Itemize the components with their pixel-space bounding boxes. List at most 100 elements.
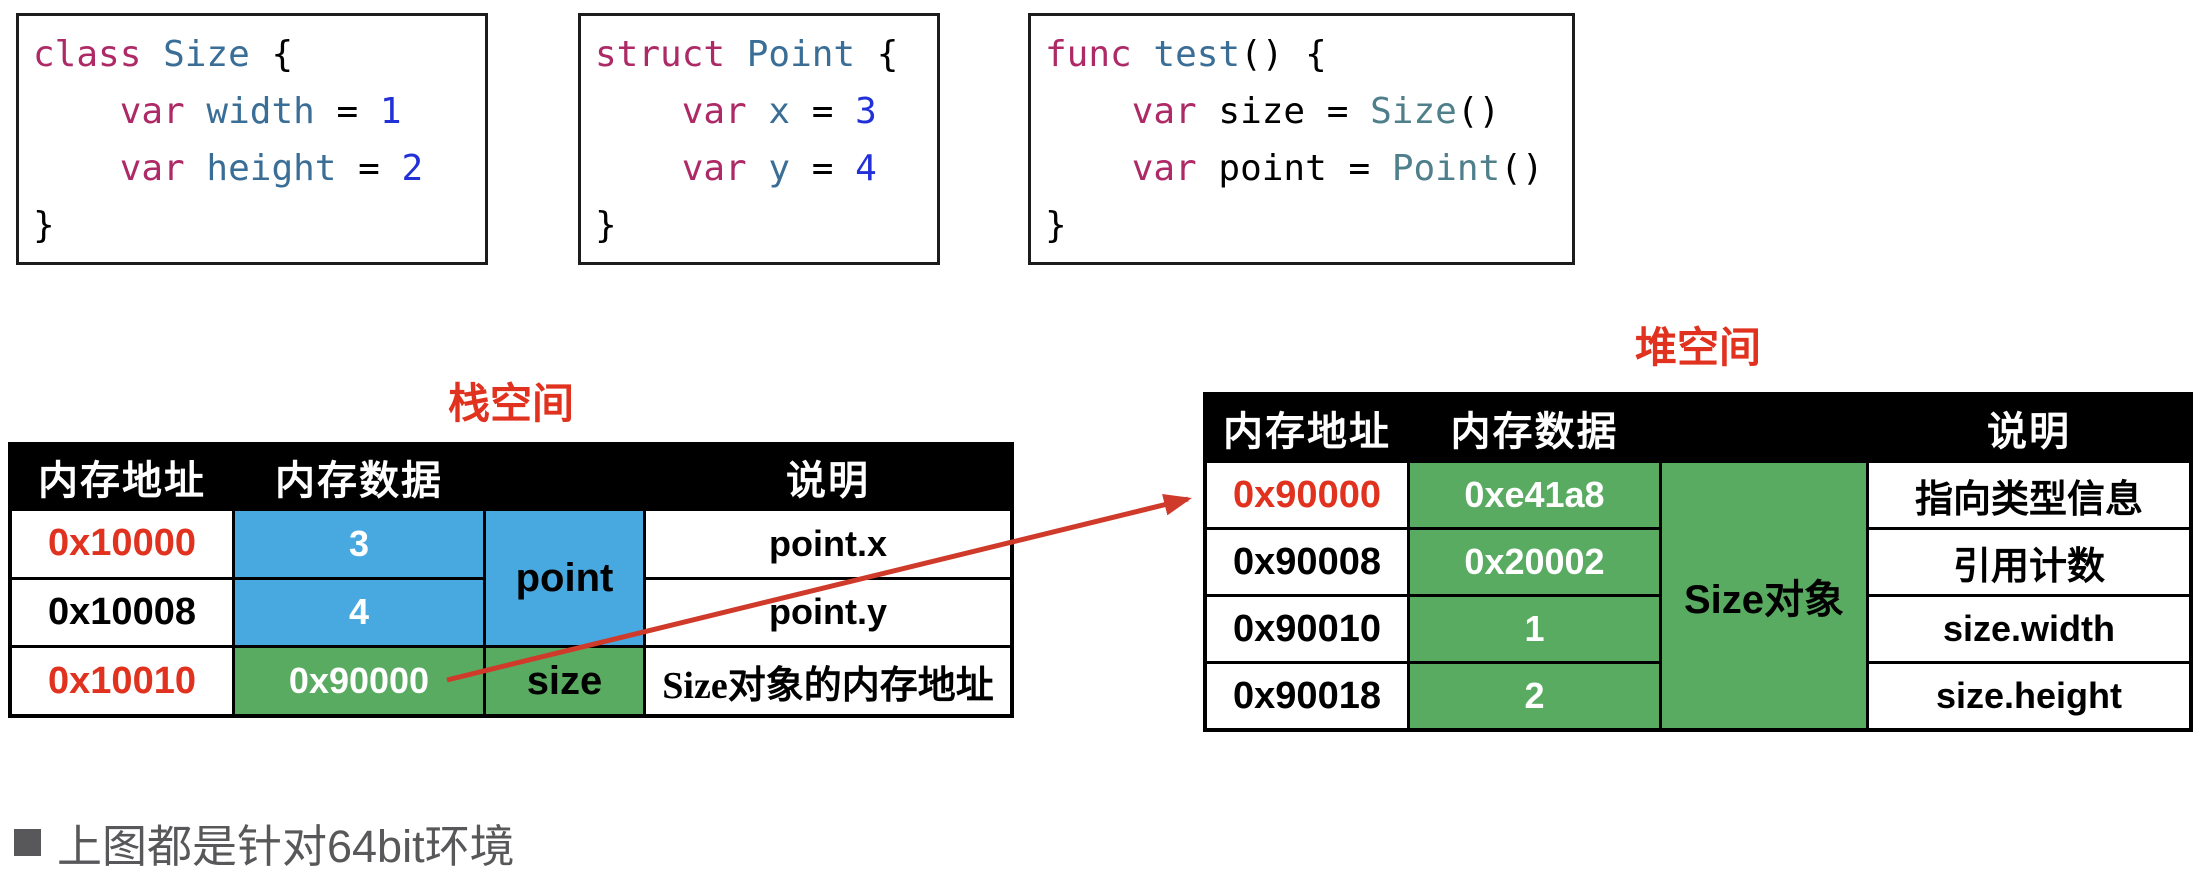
heap-address-0x90010: 0x90010 bbox=[1207, 597, 1407, 661]
code-token-kw: var bbox=[1131, 148, 1197, 189]
code-token-type: Size bbox=[1370, 91, 1457, 132]
code-token-plain: () { bbox=[1240, 34, 1327, 75]
code-token-kw: var bbox=[119, 91, 185, 132]
code-token-plain: { bbox=[855, 34, 899, 75]
heap-address-0x90000: 0x90000 bbox=[1207, 463, 1407, 527]
code-token-plain: = bbox=[314, 91, 380, 132]
stack-desc-point-x: point.x bbox=[646, 511, 1010, 577]
code-token-plain: { bbox=[249, 34, 294, 75]
stack-value-point-x: 3 bbox=[235, 511, 483, 577]
code-token-kw: var bbox=[1131, 91, 1197, 132]
code-token-plain: } bbox=[1045, 205, 1067, 246]
code-token-kw: var bbox=[681, 91, 747, 132]
code-token-type: Point bbox=[1391, 148, 1501, 189]
heap-header-data: 内存数据 bbox=[1410, 396, 1659, 460]
code-token-name: height bbox=[206, 148, 337, 189]
code-token-plain bbox=[595, 148, 682, 189]
heap-address-0x90018: 0x90018 bbox=[1207, 664, 1407, 728]
stack-variable-point: point bbox=[486, 511, 643, 646]
code-token-name: y bbox=[768, 148, 791, 189]
code-token-plain: } bbox=[33, 205, 55, 246]
heap-memory-table: 内存地址 内存数据 说明 0x90000 0xe41a8 Size对象 指向类型… bbox=[1203, 392, 2193, 732]
code-token-plain bbox=[1045, 148, 1132, 189]
code-line: func test() { bbox=[1045, 26, 1572, 83]
stack-address-0x10010: 0x10010 bbox=[12, 648, 232, 714]
code-token-plain bbox=[33, 91, 120, 132]
code-line: class Size { bbox=[33, 26, 485, 83]
stack-header-variable bbox=[486, 446, 643, 508]
heap-header-address: 内存地址 bbox=[1207, 396, 1407, 460]
code-line: } bbox=[1045, 197, 1572, 254]
code-token-plain: point = bbox=[1196, 148, 1392, 189]
footnote: 上图都是针对64bit环境 bbox=[14, 812, 515, 872]
heap-value-type-info: 0xe41a8 bbox=[1410, 463, 1659, 527]
code-token-num: 4 bbox=[855, 148, 877, 189]
code-token-plain bbox=[33, 148, 120, 189]
heap-zone-title: 堆空间 bbox=[1634, 324, 1761, 371]
heap-size-object-label: Size对象 bbox=[1662, 463, 1866, 728]
code-token-plain bbox=[141, 34, 163, 75]
code-box-struct-point: struct Point { var x = 3 var y = 4} bbox=[578, 13, 940, 265]
code-token-plain: = bbox=[336, 148, 402, 189]
stack-desc-size-pointer: Size对象的内存地址 bbox=[646, 648, 1010, 714]
stack-zone-title: 栈空间 bbox=[447, 380, 574, 427]
heap-address-0x90008: 0x90008 bbox=[1207, 530, 1407, 594]
code-token-kw: var bbox=[681, 148, 747, 189]
code-line: var height = 2 bbox=[33, 140, 485, 197]
code-token-kw: struct bbox=[595, 34, 726, 75]
code-token-plain: = bbox=[790, 148, 856, 189]
code-token-num: 3 bbox=[855, 91, 877, 132]
code-line: } bbox=[33, 197, 485, 254]
code-token-plain: } bbox=[595, 205, 617, 246]
stack-address-0x10000: 0x10000 bbox=[12, 511, 232, 577]
heap-desc-type-info: 指向类型信息 bbox=[1869, 463, 2189, 527]
code-token-plain: = bbox=[790, 91, 856, 132]
stack-header-address: 内存地址 bbox=[12, 446, 232, 508]
code-token-plain: () bbox=[1456, 91, 1501, 132]
code-line: struct Point { bbox=[595, 26, 937, 83]
stack-variable-size: size bbox=[486, 648, 643, 714]
stack-header-data: 内存数据 bbox=[235, 446, 483, 508]
heap-header-variable bbox=[1662, 396, 1866, 460]
code-line: } bbox=[595, 197, 937, 254]
stack-address-0x10008: 0x10008 bbox=[12, 579, 232, 646]
code-token-name: Size bbox=[163, 34, 250, 75]
code-token-name: Point bbox=[746, 34, 856, 75]
code-token-num: 1 bbox=[379, 91, 402, 132]
code-line: var point = Point() bbox=[1045, 140, 1572, 197]
code-token-plain bbox=[1045, 91, 1132, 132]
code-token-plain bbox=[595, 91, 682, 132]
stack-header-desc: 说明 bbox=[646, 446, 1010, 508]
code-token-plain: () bbox=[1500, 148, 1544, 189]
code-token-kw: var bbox=[119, 148, 185, 189]
code-line: var y = 4 bbox=[595, 140, 937, 197]
square-bullet-icon bbox=[14, 828, 41, 856]
stack-value-point-y: 4 bbox=[235, 579, 483, 646]
footnote-text: 上图都是针对64bit环境 bbox=[57, 820, 515, 872]
code-token-plain bbox=[185, 148, 207, 189]
heap-desc-refcount: 引用计数 bbox=[1869, 530, 2189, 594]
stack-value-size-pointer: 0x90000 bbox=[235, 648, 483, 714]
code-token-name: test bbox=[1153, 34, 1241, 75]
code-token-name: x bbox=[768, 91, 791, 132]
code-token-plain bbox=[185, 91, 207, 132]
code-token-plain: size = bbox=[1196, 91, 1371, 132]
stack-memory-table: 内存地址 内存数据 说明 0x10000 3 point point.x 0x1… bbox=[8, 442, 1014, 718]
stack-desc-point-y: point.y bbox=[646, 579, 1010, 646]
code-box-func-test: func test() { var size = Size() var poin… bbox=[1028, 13, 1575, 265]
code-token-plain bbox=[747, 148, 769, 189]
code-token-kw: class bbox=[33, 34, 142, 75]
heap-value-size-height: 2 bbox=[1410, 664, 1659, 728]
code-line: var x = 3 bbox=[595, 83, 937, 140]
code-token-plain bbox=[725, 34, 747, 75]
heap-header-desc: 说明 bbox=[1869, 396, 2189, 460]
code-token-plain bbox=[747, 91, 769, 132]
code-token-num: 2 bbox=[401, 148, 424, 189]
code-token-kw: func bbox=[1045, 34, 1132, 75]
code-line: var size = Size() bbox=[1045, 83, 1572, 140]
heap-desc-size-width: size.width bbox=[1869, 597, 2189, 661]
heap-desc-size-height: size.height bbox=[1869, 664, 2189, 728]
code-token-plain bbox=[1132, 34, 1154, 75]
code-line: var width = 1 bbox=[33, 83, 485, 140]
